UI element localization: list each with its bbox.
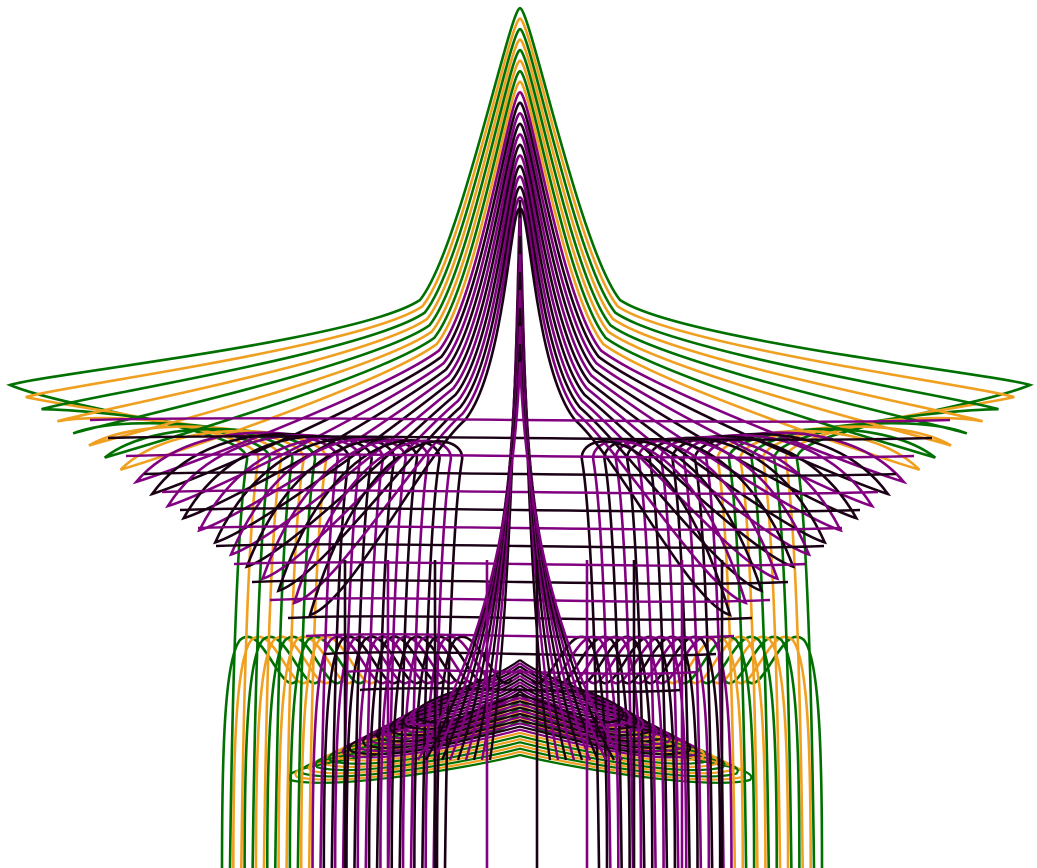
crossing-stroke-8: [233, 561, 807, 567]
crossing-stroke-15: [359, 687, 681, 693]
star-curve-5: [88, 59, 952, 868]
center-spike-6: [440, 307, 600, 761]
center-spike-3: [464, 253, 576, 761]
crossing-stroke-5: [179, 507, 861, 513]
crossing-stroke-4: [161, 489, 879, 495]
center-spike-7: [432, 325, 608, 761]
crossing-stroke-6: [197, 525, 843, 531]
crossing-stroke-1: [107, 435, 933, 441]
crossing-stroke-9: [251, 579, 789, 585]
crossing-stroke-11: [287, 615, 753, 621]
center-spike-0: [488, 199, 552, 761]
star-loop-19: [415, 659, 625, 724]
center-spike-5: [448, 289, 592, 761]
crossing-stroke-10: [269, 597, 771, 603]
center-spike-1: [480, 217, 560, 761]
crossing-stroke-7: [215, 543, 825, 549]
center-spike-4: [456, 271, 584, 761]
crossing-stroke-3: [143, 471, 897, 477]
crossing-stroke-0: [89, 417, 951, 423]
crossing-stroke-2: [125, 453, 915, 459]
crossing-stroke-14: [341, 669, 699, 675]
crossing-stroke-12: [305, 633, 735, 639]
crossing-stroke-13: [323, 651, 717, 657]
center-spike-9: [416, 361, 624, 761]
